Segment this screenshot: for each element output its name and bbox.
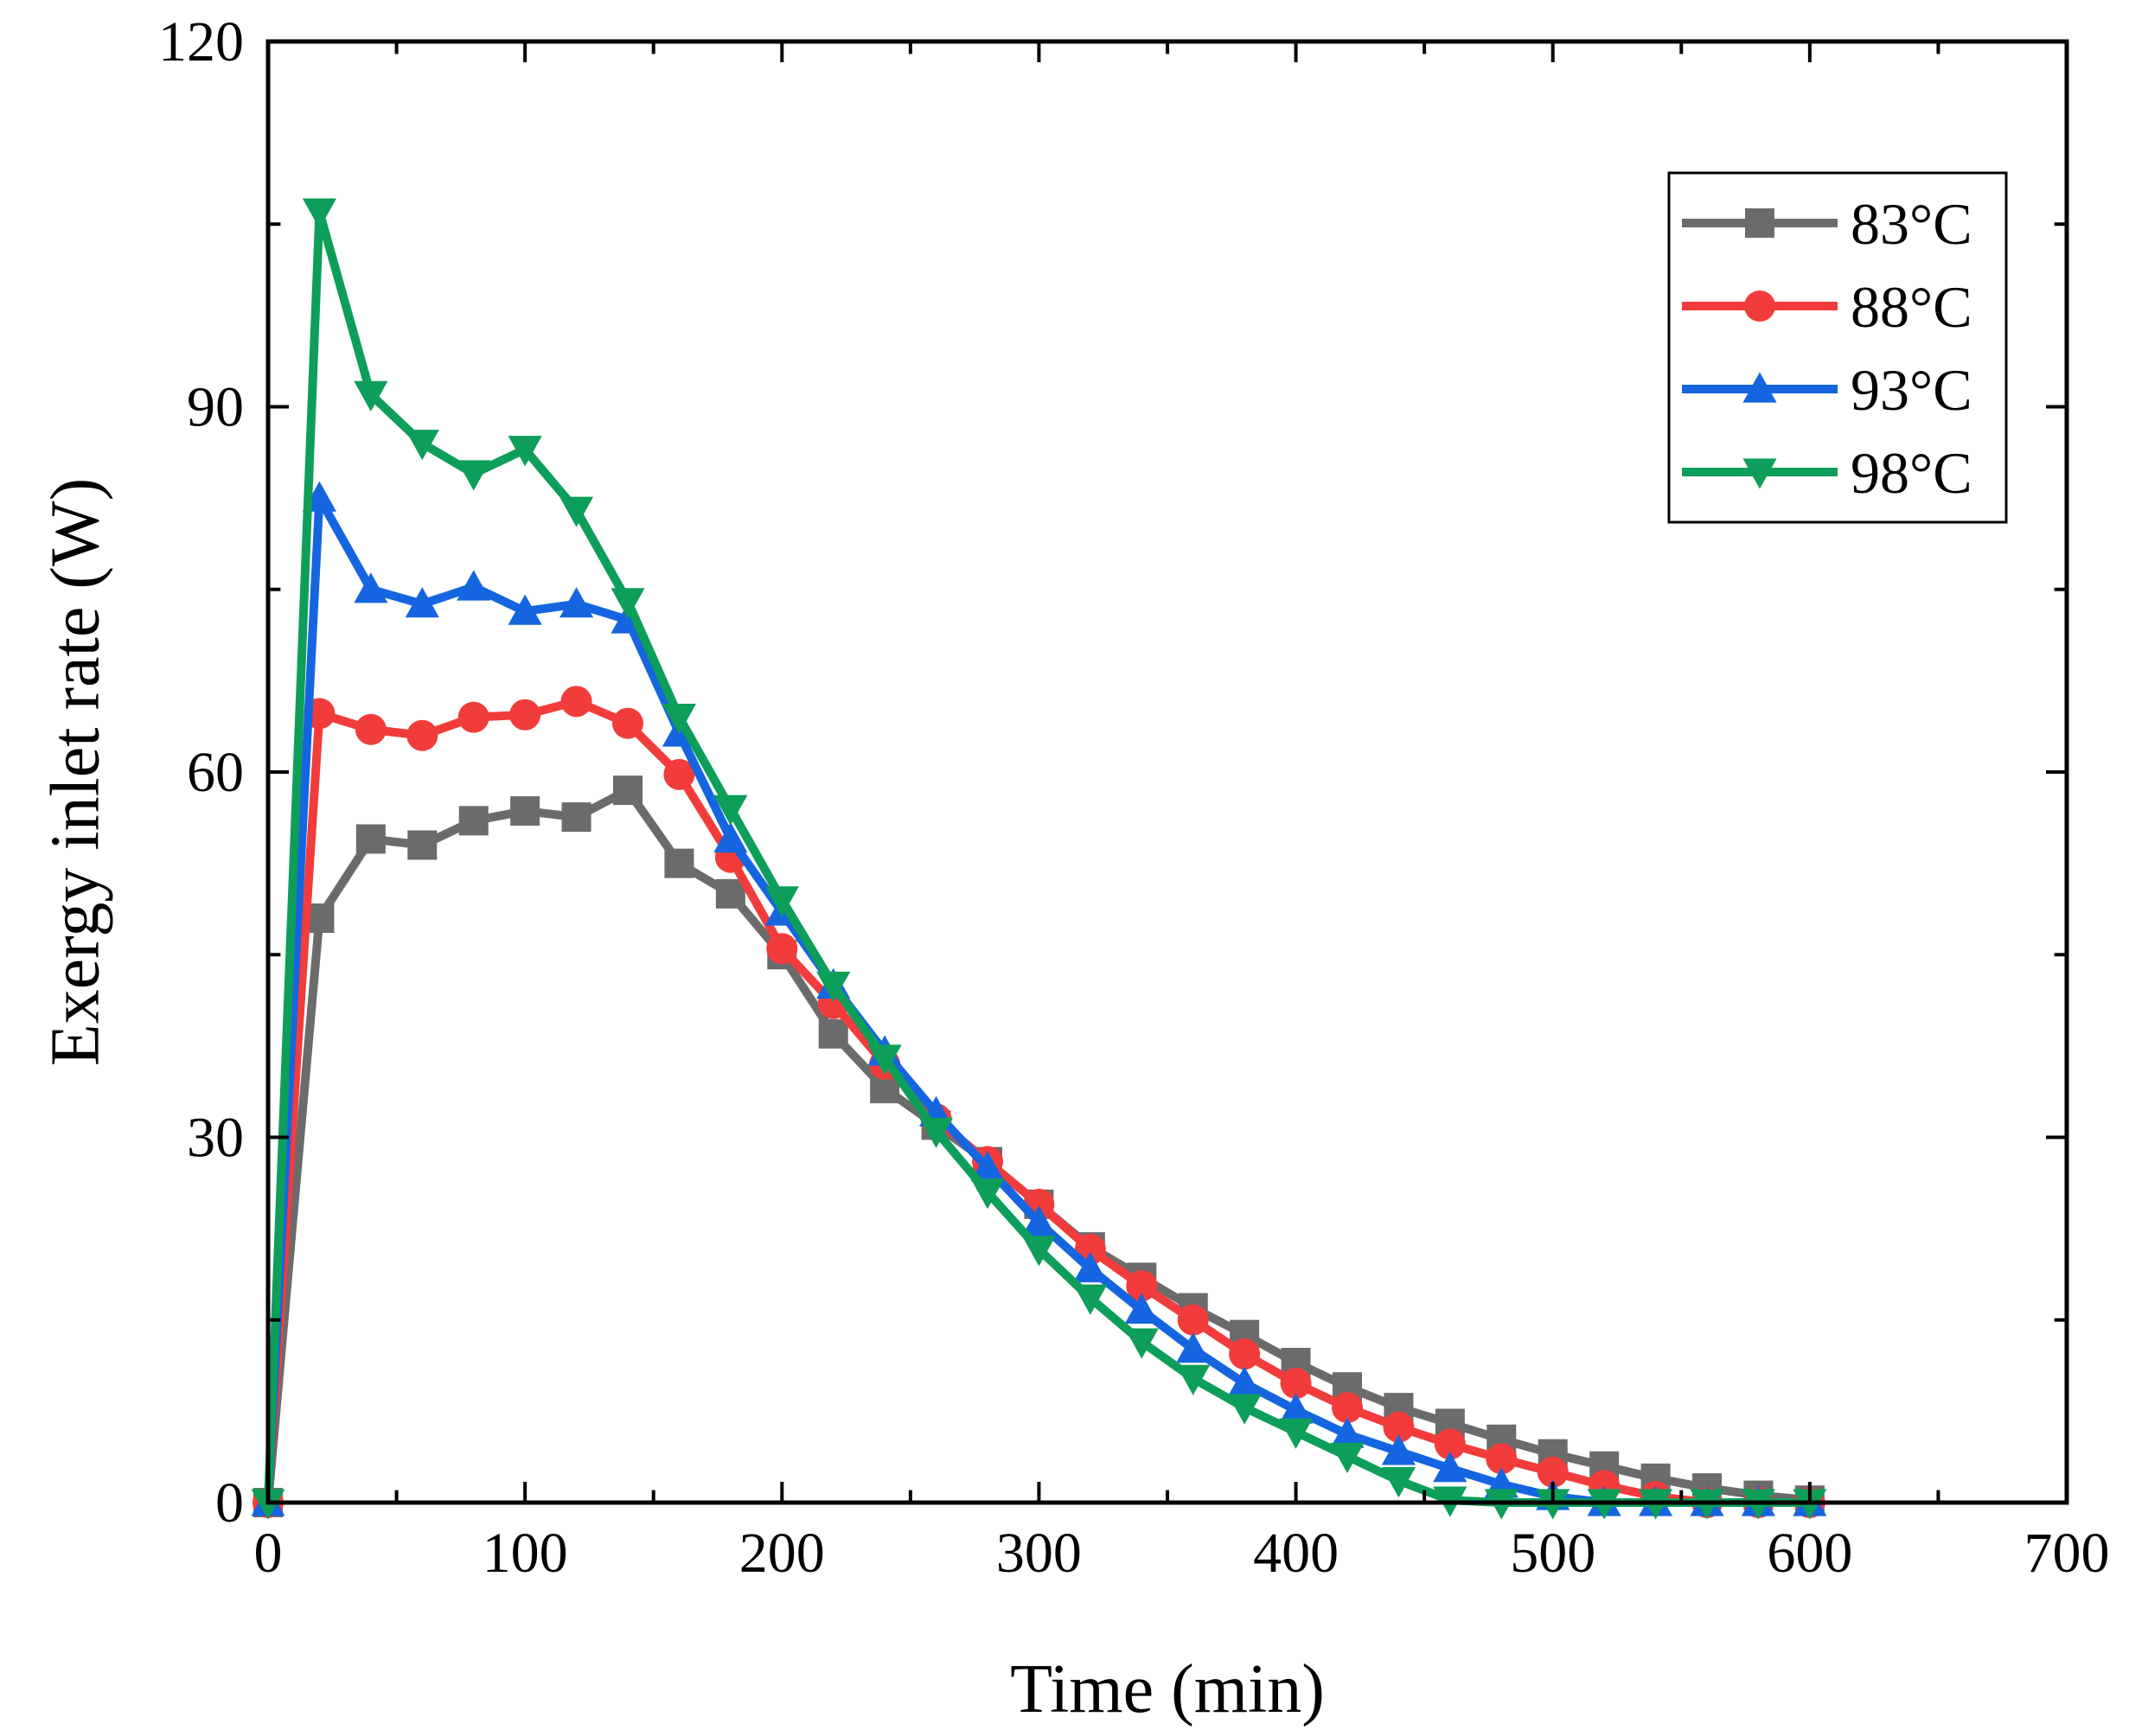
data-point: [1227, 1394, 1262, 1425]
data-point: [1227, 1366, 1262, 1397]
data-point: [405, 587, 439, 618]
legend-label: 93°C: [1851, 357, 1972, 423]
data-point: [1177, 1304, 1209, 1336]
data-point: [508, 594, 542, 625]
data-point: [613, 775, 643, 806]
data-point: [561, 802, 591, 833]
data-point: [713, 795, 748, 826]
data-point: [457, 570, 491, 601]
data-point: [663, 758, 695, 790]
data-point: [510, 796, 540, 827]
y-tick-label: 30: [187, 1107, 244, 1170]
data-point: [457, 701, 489, 733]
data-point: [302, 198, 336, 229]
data-point: [406, 719, 438, 751]
data-point: [508, 436, 542, 467]
data-point: [1279, 1393, 1314, 1424]
legend-swatch-marker: [1742, 458, 1777, 489]
series-83°C: [253, 775, 1825, 1517]
x-tick-label: 200: [739, 1522, 825, 1585]
data-point: [354, 380, 388, 412]
y-tick-label: 120: [158, 10, 244, 73]
data-point: [816, 971, 851, 1003]
data-point: [764, 886, 799, 917]
x-axis-title: Time (min): [1010, 1651, 1325, 1727]
data-point: [457, 460, 491, 491]
legend-item: 98°C: [1682, 440, 1972, 506]
x-tick-label: 300: [996, 1522, 1082, 1585]
data-point: [1433, 1452, 1467, 1483]
data-point: [713, 821, 748, 853]
data-point: [559, 587, 594, 618]
x-tick-label: 100: [483, 1522, 568, 1585]
data-point: [1330, 1417, 1365, 1448]
y-tick-label: 60: [187, 741, 244, 804]
x-tick-label: 500: [1510, 1522, 1595, 1585]
data-point: [612, 707, 643, 739]
x-tick-label: 600: [1767, 1522, 1852, 1585]
data-point: [766, 933, 798, 965]
data-point: [1073, 1284, 1108, 1315]
data-point: [559, 496, 594, 527]
legend-box: [1667, 171, 2008, 524]
data-point: [1537, 1456, 1569, 1488]
data-point: [664, 848, 694, 878]
legend-swatch-marker: [1745, 208, 1774, 238]
data-point: [1124, 1292, 1159, 1324]
data-point: [970, 1151, 1005, 1182]
y-axis-title: Exergy inlet rate (W): [37, 478, 113, 1066]
data-point: [1126, 1270, 1158, 1302]
legend-item: 93°C: [1682, 357, 1972, 423]
data-point: [1279, 1418, 1314, 1449]
data-point: [509, 699, 541, 731]
data-point: [1021, 1205, 1056, 1236]
data-point: [818, 1018, 848, 1049]
data-point: [1381, 1434, 1416, 1465]
legend-item: 88°C: [1682, 274, 1972, 340]
x-tick-label: 0: [254, 1522, 283, 1585]
data-point: [1176, 1332, 1211, 1363]
data-point: [1434, 1428, 1466, 1460]
data-point: [715, 878, 745, 909]
tick-layer: 0 100 200 300 400 500 600 700 0 30 60 90 120: [158, 10, 2110, 1585]
data-point: [355, 824, 386, 854]
data-point: [1383, 1411, 1415, 1443]
data-point: [1073, 1252, 1108, 1283]
data-point: [1330, 1442, 1365, 1474]
legend-item: 83°C: [1682, 191, 1972, 257]
y-tick-label: 0: [215, 1471, 244, 1535]
data-point: [560, 686, 592, 718]
data-point: [1280, 1367, 1312, 1399]
y-tick-label: 90: [187, 376, 244, 439]
data-point: [1332, 1392, 1363, 1424]
data-point: [867, 1044, 902, 1075]
data-point: [662, 703, 696, 735]
data-point: [611, 588, 645, 619]
data-point: [1486, 1443, 1518, 1475]
legend: 83°C 88°C 93°C 98°C: [1667, 171, 2008, 524]
legend-label: 88°C: [1851, 274, 1972, 340]
legend-label: 83°C: [1851, 191, 1972, 257]
data-point: [970, 1178, 1005, 1209]
legend-swatch-marker: [1742, 372, 1777, 403]
data-point: [458, 806, 489, 836]
data-point: [1381, 1467, 1416, 1498]
data-point: [354, 572, 388, 603]
data-point: [1124, 1328, 1159, 1359]
legend-label: 98°C: [1851, 440, 1972, 506]
legend-swatch-marker: [1744, 290, 1775, 322]
data-point: [919, 1117, 954, 1149]
data-point: [1229, 1338, 1261, 1370]
data-point: [405, 430, 439, 461]
x-tick-label: 700: [2024, 1522, 2110, 1585]
data-point: [1176, 1364, 1211, 1395]
data-point: [1021, 1235, 1056, 1267]
data-point: [355, 713, 387, 745]
x-tick-label: 400: [1253, 1522, 1339, 1585]
data-point: [407, 830, 438, 860]
